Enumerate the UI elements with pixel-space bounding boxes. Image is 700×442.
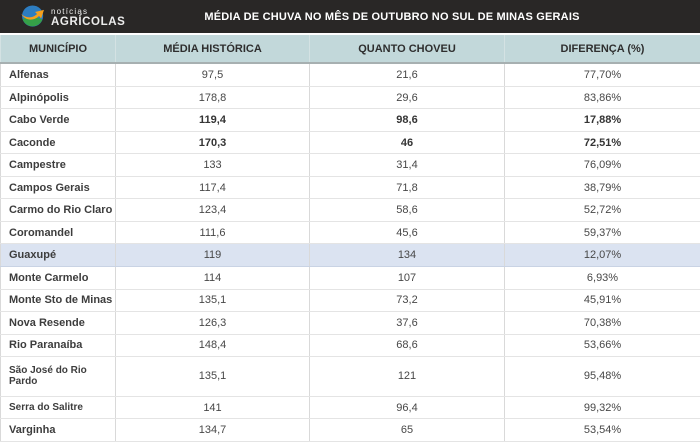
noticias-agricolas-logo: notícias AGRÍCOLAS <box>20 3 125 34</box>
quanto-choveu-cell: 98,6 <box>309 108 505 132</box>
media-historica-cell: 148,4 <box>115 334 310 358</box>
media-historica-cell: 114 <box>115 266 310 290</box>
logo-wordmark: notícias AGRÍCOLAS <box>51 8 125 29</box>
municipio-cell: Monte Carmelo <box>0 266 116 290</box>
table-row: Guaxupé 119 134 12,07% <box>0 243 700 267</box>
table-row: Alpinópolis 178,8 29,6 83,86% <box>0 86 700 110</box>
table-row: Serra do Salitre 141 96,4 99,32% <box>0 396 700 420</box>
municipio-cell: Guaxupé <box>0 243 116 267</box>
diferenca-cell: 95,48% <box>504 356 700 397</box>
table-row: Campos Gerais 117,4 71,8 38,79% <box>0 176 700 200</box>
municipio-cell: Cabo Verde <box>0 108 116 132</box>
diferenca-cell: 77,70% <box>504 63 700 87</box>
media-historica-cell: 119 <box>115 243 310 267</box>
media-historica-cell: 134,7 <box>115 418 310 442</box>
media-historica-cell: 97,5 <box>115 63 310 87</box>
quanto-choveu-cell: 71,8 <box>309 176 505 200</box>
quanto-choveu-cell: 96,4 <box>309 396 505 420</box>
table-row: Alfenas 97,5 21,6 77,70% <box>0 63 700 87</box>
table-header: MUNICÍPIO MÉDIA HISTÓRICA QUANTO CHOVEU … <box>0 33 700 64</box>
diferenca-cell: 72,51% <box>504 131 700 155</box>
diferenca-cell: 12,07% <box>504 243 700 267</box>
media-historica-cell: 126,3 <box>115 311 310 335</box>
table-row: Coromandel 111,6 45,6 59,37% <box>0 221 700 245</box>
table-row: Campestre 133 31,4 76,09% <box>0 153 700 177</box>
quanto-choveu-cell: 37,6 <box>309 311 505 335</box>
municipio-cell: São José do Rio Pardo <box>0 356 116 397</box>
page-title: MÉDIA DE CHUVA NO MÊS DE OUTUBRO NO SUL … <box>204 10 580 23</box>
quanto-choveu-cell: 31,4 <box>309 153 505 177</box>
rainfall-table: MUNICÍPIO MÉDIA HISTÓRICA QUANTO CHOVEU … <box>0 33 700 442</box>
table-row: Carmo do Rio Claro 123,4 58,6 52,72% <box>0 198 700 222</box>
table-row: Monte Sto de Minas 135,1 73,2 45,91% <box>0 289 700 313</box>
media-historica-cell: 178,8 <box>115 86 310 110</box>
media-historica-cell: 123,4 <box>115 198 310 222</box>
diferenca-cell: 17,88% <box>504 108 700 132</box>
table-row: São José do Rio Pardo 135,1 121 95,48% <box>0 356 700 397</box>
table-row: Cabo Verde 119,4 98,6 17,88% <box>0 108 700 132</box>
municipio-cell: Rio Paranaíba <box>0 334 116 358</box>
diferenca-cell: 38,79% <box>504 176 700 200</box>
media-historica-cell: 119,4 <box>115 108 310 132</box>
municipio-cell: Alpinópolis <box>0 86 116 110</box>
diferenca-cell: 59,37% <box>504 221 700 245</box>
municipio-cell: Serra do Salitre <box>0 396 116 420</box>
municipio-cell: Caconde <box>0 131 116 155</box>
quanto-choveu-cell: 73,2 <box>309 289 505 313</box>
municipio-cell: Carmo do Rio Claro <box>0 198 116 222</box>
diferenca-cell: 76,09% <box>504 153 700 177</box>
municipio-cell: Monte Sto de Minas <box>0 289 116 313</box>
media-historica-cell: 135,1 <box>115 289 310 313</box>
diferenca-cell: 83,86% <box>504 86 700 110</box>
table-body: Alfenas 97,5 21,6 77,70% Alpinópolis 178,8 29,… <box>0 63 700 442</box>
diferenca-cell: 52,72% <box>504 198 700 222</box>
diferenca-cell: 70,38% <box>504 311 700 335</box>
quanto-choveu-cell: 68,6 <box>309 334 505 358</box>
globe-arrow-logo-icon <box>20 3 46 34</box>
quanto-choveu-cell: 21,6 <box>309 63 505 87</box>
municipio-cell: Nova Resende <box>0 311 116 335</box>
diferenca-cell: 6,93% <box>504 266 700 290</box>
quanto-choveu-cell: 45,6 <box>309 221 505 245</box>
table-row: Nova Resende 126,3 37,6 70,38% <box>0 311 700 335</box>
column-header-diferenca: DIFERENÇA (%) <box>504 33 700 64</box>
diferenca-cell: 53,54% <box>504 418 700 442</box>
media-historica-cell: 135,1 <box>115 356 310 397</box>
diferenca-cell: 99,32% <box>504 396 700 420</box>
media-historica-cell: 111,6 <box>115 221 310 245</box>
table-row: Monte Carmelo 114 107 6,93% <box>0 266 700 290</box>
media-historica-cell: 141 <box>115 396 310 420</box>
diferenca-cell: 53,66% <box>504 334 700 358</box>
quanto-choveu-cell: 29,6 <box>309 86 505 110</box>
municipio-cell: Varginha <box>0 418 116 442</box>
quanto-choveu-cell: 65 <box>309 418 505 442</box>
media-historica-cell: 117,4 <box>115 176 310 200</box>
quanto-choveu-cell: 107 <box>309 266 505 290</box>
municipio-cell: Campos Gerais <box>0 176 116 200</box>
logo-word-agricolas: AGRÍCOLAS <box>51 16 126 29</box>
table-row: Caconde 170,3 46 72,51% <box>0 131 700 155</box>
titlebar: notícias AGRÍCOLAS MÉDIA DE CHUVA NO MÊS… <box>0 0 700 33</box>
quanto-choveu-cell: 134 <box>309 243 505 267</box>
quanto-choveu-cell: 121 <box>309 356 505 397</box>
media-historica-cell: 170,3 <box>115 131 310 155</box>
quanto-choveu-cell: 58,6 <box>309 198 505 222</box>
media-historica-cell: 133 <box>115 153 310 177</box>
column-header-municipio: MUNICÍPIO <box>0 33 116 64</box>
quanto-choveu-cell: 46 <box>309 131 505 155</box>
municipio-cell: Campestre <box>0 153 116 177</box>
municipio-cell: Alfenas <box>0 63 116 87</box>
column-header-media-historica: MÉDIA HISTÓRICA <box>115 33 310 64</box>
table-row: Rio Paranaíba 148,4 68,6 53,66% <box>0 334 700 358</box>
column-header-quanto-choveu: QUANTO CHOVEU <box>309 33 505 64</box>
table-header-row: MUNICÍPIO MÉDIA HISTÓRICA QUANTO CHOVEU … <box>0 33 700 64</box>
logo-word-noticias: notícias <box>51 7 89 17</box>
diferenca-cell: 45,91% <box>504 289 700 313</box>
municipio-cell: Coromandel <box>0 221 116 245</box>
table-row: Varginha 134,7 65 53,54% <box>0 418 700 442</box>
